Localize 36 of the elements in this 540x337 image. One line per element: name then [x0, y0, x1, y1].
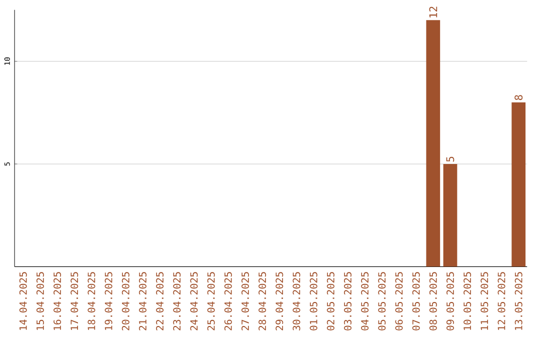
x-tick-label: 29.04.2025 — [276, 272, 284, 330]
x-tick-label: 24.04.2025 — [190, 272, 198, 330]
x-tick-label: 23.04.2025 — [173, 272, 181, 330]
x-tick-label: 20.04.2025 — [122, 272, 130, 330]
x-tick-label: 27.04.2025 — [241, 272, 249, 330]
data-label: 8 — [514, 95, 523, 100]
data-label: 12 — [429, 6, 438, 18]
x-tick-label: 01.05.2025 — [310, 272, 318, 330]
x-tick-label: 09.05.2025 — [446, 272, 454, 330]
x-tick-label: 25.04.2025 — [207, 272, 215, 330]
x-tick-label: 13.05.2025 — [514, 272, 522, 330]
x-tick-label: 17.04.2025 — [70, 272, 78, 330]
x-tick-label: 19.04.2025 — [104, 272, 112, 330]
x-tick-label: 10.05.2025 — [464, 272, 472, 330]
x-tick-label: 06.05.2025 — [395, 272, 403, 330]
x-tick-label: 02.05.2025 — [326, 272, 334, 330]
bar — [512, 102, 526, 267]
x-tick-label: 21.04.2025 — [138, 272, 146, 330]
x-tick-label: 18.04.2025 — [88, 272, 96, 330]
x-tick-label: 14.04.2025 — [19, 272, 27, 330]
x-tick-label: 22.04.2025 — [156, 272, 164, 330]
x-tick-label: 07.05.2025 — [412, 272, 420, 330]
x-tick-label: 05.05.2025 — [378, 272, 386, 330]
x-tick-label: 28.04.2025 — [258, 272, 266, 330]
bar — [443, 164, 458, 267]
x-tick-label: 15.04.2025 — [36, 272, 44, 330]
x-tick-label: 26.04.2025 — [224, 272, 232, 330]
x-tick-label: 16.04.2025 — [54, 272, 62, 330]
x-tick-label: 04.05.2025 — [361, 272, 369, 330]
x-tick-label: 11.05.2025 — [480, 272, 488, 330]
x-tick-label: 08.05.2025 — [429, 272, 437, 330]
x-tick-label: 12.05.2025 — [498, 272, 506, 330]
x-tick-label: 03.05.2025 — [344, 272, 352, 330]
x-tick-label: 30.04.2025 — [292, 272, 300, 330]
bar — [426, 20, 440, 267]
data-label: 5 — [446, 156, 454, 162]
